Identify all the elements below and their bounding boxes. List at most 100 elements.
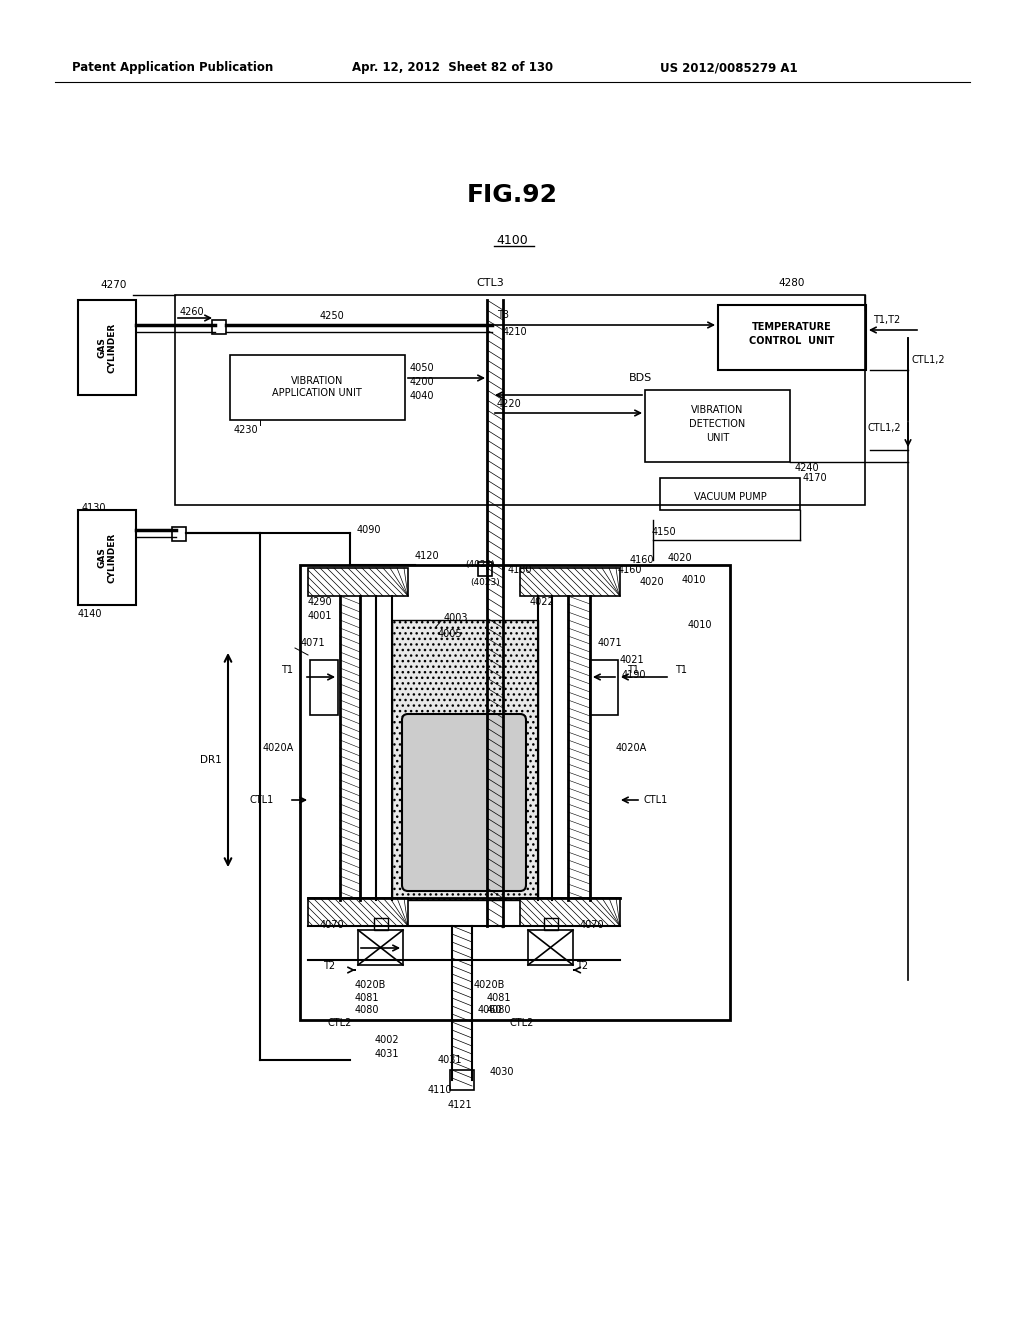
Text: 4240: 4240 xyxy=(795,463,819,473)
Text: 4130: 4130 xyxy=(82,503,106,513)
Text: 4022: 4022 xyxy=(530,597,555,607)
Bar xyxy=(520,898,620,927)
Bar xyxy=(660,478,800,510)
Bar xyxy=(478,562,492,576)
Bar xyxy=(718,305,866,370)
Text: 4290: 4290 xyxy=(308,597,333,607)
Text: 4071: 4071 xyxy=(301,638,326,648)
Text: 4210: 4210 xyxy=(503,327,527,337)
Text: 4140: 4140 xyxy=(78,609,102,619)
Text: 4180: 4180 xyxy=(508,565,532,576)
Bar xyxy=(544,917,557,931)
Text: T1,T2: T1,T2 xyxy=(873,315,900,325)
Text: CTL2: CTL2 xyxy=(510,1018,535,1028)
Text: 4020: 4020 xyxy=(640,577,665,587)
Text: 4001: 4001 xyxy=(308,611,333,620)
Text: 4270: 4270 xyxy=(100,280,126,290)
Text: 4030: 4030 xyxy=(490,1067,514,1077)
Text: CONTROL  UNIT: CONTROL UNIT xyxy=(750,337,835,346)
Text: T3: T3 xyxy=(497,310,509,319)
Bar xyxy=(78,300,136,395)
Text: 4070: 4070 xyxy=(319,920,345,931)
Text: 4090: 4090 xyxy=(357,525,382,535)
Bar xyxy=(230,355,406,420)
Bar xyxy=(78,510,136,605)
Text: FIG.92: FIG.92 xyxy=(467,183,557,207)
Text: 4190: 4190 xyxy=(622,671,646,680)
Text: 4003: 4003 xyxy=(444,612,469,623)
Text: 4020A: 4020A xyxy=(263,743,294,752)
FancyBboxPatch shape xyxy=(402,714,526,891)
Bar xyxy=(212,319,226,334)
Text: 4081: 4081 xyxy=(355,993,380,1003)
Text: T2: T2 xyxy=(575,961,588,972)
Text: CTL3: CTL3 xyxy=(476,279,504,288)
Text: VACUUM PUMP: VACUUM PUMP xyxy=(693,492,766,502)
Text: 4010: 4010 xyxy=(688,620,713,630)
Text: CTL1,2: CTL1,2 xyxy=(912,355,945,366)
Text: 4040: 4040 xyxy=(410,391,434,401)
Bar xyxy=(300,565,730,1020)
Text: 4100: 4100 xyxy=(496,234,528,247)
Text: 4110: 4110 xyxy=(428,1085,453,1096)
Text: TEMPERATURE: TEMPERATURE xyxy=(752,322,831,333)
Text: T1: T1 xyxy=(627,665,639,675)
Text: Patent Application Publication: Patent Application Publication xyxy=(72,62,273,74)
Text: DETECTION: DETECTION xyxy=(689,418,745,429)
Bar xyxy=(310,660,338,715)
Text: 4010: 4010 xyxy=(682,576,707,585)
Text: 4081: 4081 xyxy=(487,993,512,1003)
Text: 4031: 4031 xyxy=(438,1055,463,1065)
Text: UNIT: UNIT xyxy=(706,433,729,444)
Text: 4070: 4070 xyxy=(580,920,604,931)
Text: Apr. 12, 2012  Sheet 82 of 130: Apr. 12, 2012 Sheet 82 of 130 xyxy=(352,62,553,74)
Bar xyxy=(172,527,186,541)
Text: BDS: BDS xyxy=(629,374,651,383)
Text: 4170: 4170 xyxy=(803,473,827,483)
Text: VIBRATION: VIBRATION xyxy=(291,376,343,385)
Text: 4002: 4002 xyxy=(375,1035,399,1045)
Bar xyxy=(374,917,387,931)
Bar xyxy=(308,898,408,927)
Text: T1: T1 xyxy=(675,665,687,675)
Text: CTL1: CTL1 xyxy=(644,795,669,805)
Bar xyxy=(450,1071,474,1090)
Text: GAS
CYLINDER: GAS CYLINDER xyxy=(97,322,117,372)
Text: (4023): (4023) xyxy=(465,561,495,569)
Text: 4080: 4080 xyxy=(487,1005,512,1015)
Text: 4160: 4160 xyxy=(618,565,642,576)
Text: 4160: 4160 xyxy=(630,554,654,565)
Text: 4250: 4250 xyxy=(319,312,345,321)
Text: CTL1,2: CTL1,2 xyxy=(868,422,901,433)
Text: 4060: 4060 xyxy=(478,1005,503,1015)
Text: 4050: 4050 xyxy=(410,363,434,374)
Text: T1: T1 xyxy=(281,665,293,675)
Text: (4023): (4023) xyxy=(470,578,500,586)
Text: 4021: 4021 xyxy=(620,655,645,665)
Text: CTL1: CTL1 xyxy=(250,795,274,805)
Text: 4071: 4071 xyxy=(598,638,623,648)
Bar xyxy=(358,931,403,965)
Text: 4020B: 4020B xyxy=(474,979,506,990)
Text: APPLICATION UNIT: APPLICATION UNIT xyxy=(272,388,361,399)
Bar xyxy=(520,568,620,597)
Bar xyxy=(528,931,573,965)
Text: 4260: 4260 xyxy=(180,308,205,317)
Text: 4020A: 4020A xyxy=(616,743,647,752)
Text: 4080: 4080 xyxy=(355,1005,380,1015)
Text: DR1: DR1 xyxy=(200,755,222,766)
Bar xyxy=(392,620,538,900)
Bar xyxy=(175,294,865,506)
Bar xyxy=(645,389,790,462)
Text: CTL2: CTL2 xyxy=(328,1018,352,1028)
Bar xyxy=(590,660,618,715)
Text: VIBRATION: VIBRATION xyxy=(691,405,743,414)
Text: 4150: 4150 xyxy=(652,527,677,537)
Text: 4005: 4005 xyxy=(438,630,463,639)
Text: 4200: 4200 xyxy=(410,378,434,387)
Text: 4031: 4031 xyxy=(375,1049,399,1059)
Bar xyxy=(308,568,408,597)
Text: 4020: 4020 xyxy=(668,553,692,564)
Text: 4280: 4280 xyxy=(778,279,805,288)
Text: 4120: 4120 xyxy=(415,550,439,561)
